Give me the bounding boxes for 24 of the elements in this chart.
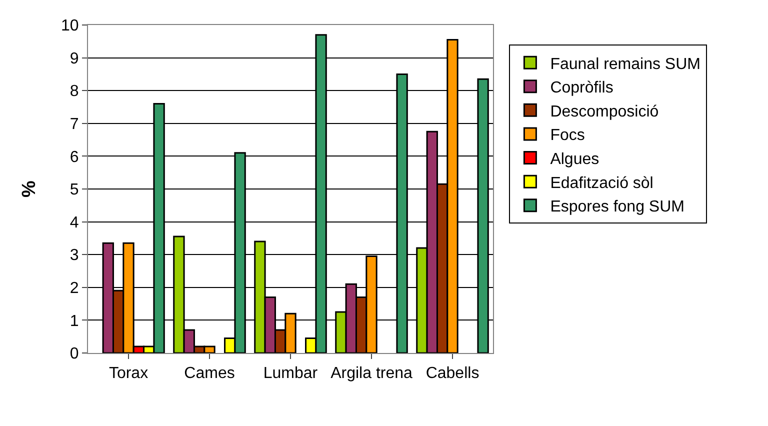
y-tick-label: 5 [70,182,79,199]
legend-label: Algues [550,151,600,168]
x-tick-label: Cames [184,365,235,382]
y-tick-label: 8 [70,83,79,100]
y-tick-label: 0 [70,346,79,363]
legend-label: Focs [550,127,585,144]
y-tick-label: 3 [70,247,79,264]
y-tick-label: 9 [70,50,79,68]
y-axis-title: % [18,180,40,198]
legend-label: Edafització sòl [550,174,654,192]
y-tick-label: 6 [70,148,79,166]
x-tick-label: Torax [108,365,148,382]
y-tick-label: 2 [70,280,79,297]
legend-label: Faunal remains SUM [550,56,700,73]
legend-label: Copròfils [550,80,614,97]
x-tick-label: Lumbar [263,365,318,382]
y-tick-label: 1 [70,312,79,330]
x-tick-label: Cabells [426,365,480,382]
y-tick-label: 7 [70,116,79,133]
y-tick-label: 10 [61,18,79,35]
x-tick-label: Argila trena [330,365,413,382]
legend-label: Espores fong SUM [550,198,684,216]
legend-label: Descomposició [550,103,659,120]
y-tick-label: 4 [70,214,79,232]
